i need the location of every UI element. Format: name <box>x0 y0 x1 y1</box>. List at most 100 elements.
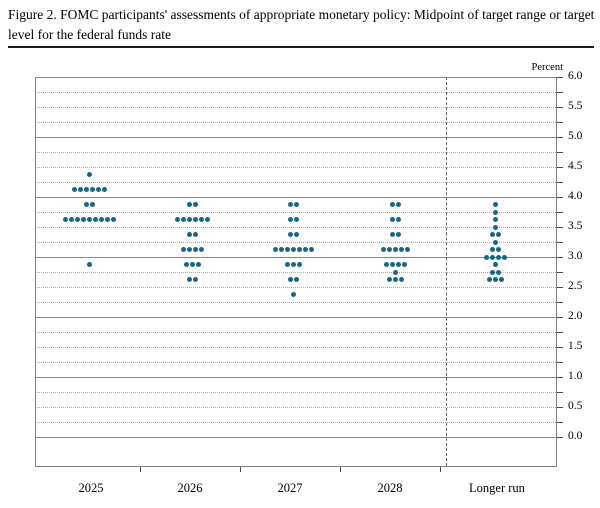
projection-dot <box>74 217 80 222</box>
y-axis-tick <box>556 347 563 348</box>
y-axis-tick-label: 3.5 <box>568 220 583 232</box>
gridline-minor <box>35 407 556 408</box>
x-axis-tick <box>340 467 341 472</box>
gridline-minor <box>35 227 556 228</box>
projection-dot <box>395 232 401 237</box>
projection-dot <box>498 277 504 282</box>
x-axis-label: Longer run <box>469 481 525 495</box>
projection-dot <box>492 209 498 215</box>
y-axis-tick <box>556 122 563 123</box>
plot-frame-left <box>35 77 36 466</box>
y-axis-tick <box>556 197 563 198</box>
y-axis-tick <box>556 272 563 273</box>
projection-dot <box>492 277 498 282</box>
projection-dot <box>192 247 198 252</box>
projection-dot <box>89 187 95 192</box>
projection-dot <box>489 247 495 252</box>
y-axis-tick <box>556 77 563 78</box>
projection-dot <box>296 247 302 252</box>
projection-dot <box>68 217 74 222</box>
projection-dot <box>101 187 107 192</box>
y-axis-tick <box>556 332 563 333</box>
y-axis-tick <box>556 302 563 303</box>
plot-frame-right <box>556 77 557 466</box>
projection-dot <box>386 277 392 282</box>
projection-dot <box>489 254 495 260</box>
projection-dot <box>287 277 293 282</box>
gridline-major <box>35 436 556 438</box>
y-axis-tick <box>556 167 563 168</box>
gridline-minor <box>35 332 556 333</box>
gridline-minor <box>35 302 556 303</box>
y-axis-tick <box>556 392 563 393</box>
projection-dot <box>308 247 314 252</box>
projection-dot <box>489 232 495 237</box>
y-axis-tick-label: 5.0 <box>568 130 583 142</box>
longer-run-separator <box>446 77 447 466</box>
y-axis-tick-label: 4.0 <box>568 190 583 202</box>
projection-dot <box>110 217 116 222</box>
gridline-minor <box>35 392 556 393</box>
title-rule <box>8 46 594 48</box>
projection-dot <box>495 232 501 237</box>
projection-dot <box>278 247 284 252</box>
y-axis-tick <box>556 377 563 378</box>
x-axis-tick <box>440 467 441 472</box>
projection-dot <box>180 217 186 222</box>
projection-dot <box>395 202 401 207</box>
y-axis-tick-label: 1.5 <box>568 340 583 352</box>
y-axis-tick-label: 0.5 <box>568 400 583 412</box>
gridline-minor <box>35 287 556 288</box>
gridline-major <box>35 136 556 138</box>
projection-dot <box>401 262 407 267</box>
projection-dot <box>290 247 296 252</box>
projection-dot <box>183 262 189 267</box>
y-axis-tick <box>556 152 563 153</box>
y-axis-unit-label: Percent <box>531 62 564 73</box>
projection-dot <box>492 202 498 207</box>
gridline-minor <box>35 107 556 108</box>
gridline-minor <box>35 152 556 153</box>
y-axis-tick <box>556 287 563 288</box>
projection-dot <box>198 217 204 222</box>
projection-dot <box>71 187 77 192</box>
gridline-major <box>35 76 556 78</box>
figure-title: Figure 2. FOMC participants' assessments… <box>8 7 595 42</box>
projection-dot <box>501 254 507 260</box>
gridline-minor <box>35 122 556 123</box>
projection-dot <box>404 247 410 252</box>
gridline-minor <box>35 92 556 93</box>
y-axis-tick <box>556 437 563 438</box>
y-axis-tick <box>556 317 563 318</box>
projection-dot <box>287 217 293 222</box>
gridline-minor <box>35 272 556 273</box>
gridline-major <box>35 196 556 198</box>
projection-dot <box>104 217 110 222</box>
projection-dot <box>186 217 192 222</box>
y-axis-tick-label: 3.0 <box>568 250 583 262</box>
y-axis-tick <box>556 212 563 213</box>
gridline-minor <box>35 422 556 423</box>
y-axis-tick <box>556 182 563 183</box>
x-axis-label: 2028 <box>377 481 403 495</box>
projection-dot <box>287 232 293 237</box>
projection-dot <box>483 254 489 260</box>
projection-dot <box>192 277 198 282</box>
x-axis-label: 2025 <box>78 481 104 495</box>
projection-dot <box>293 277 299 282</box>
y-axis-tick <box>556 107 563 108</box>
y-axis-tick-label: 2.5 <box>568 280 583 292</box>
projection-dot <box>204 217 210 222</box>
projection-dot <box>395 262 401 267</box>
projection-dot <box>92 217 98 222</box>
gridline-major <box>35 376 556 378</box>
projection-dot <box>302 247 308 252</box>
gridline-major <box>35 256 556 258</box>
projection-dot <box>272 247 278 252</box>
projection-dot <box>293 232 299 237</box>
projection-dot <box>293 202 299 207</box>
projection-dot <box>392 269 398 275</box>
gridline-minor <box>35 182 556 183</box>
projection-dot <box>398 247 404 252</box>
